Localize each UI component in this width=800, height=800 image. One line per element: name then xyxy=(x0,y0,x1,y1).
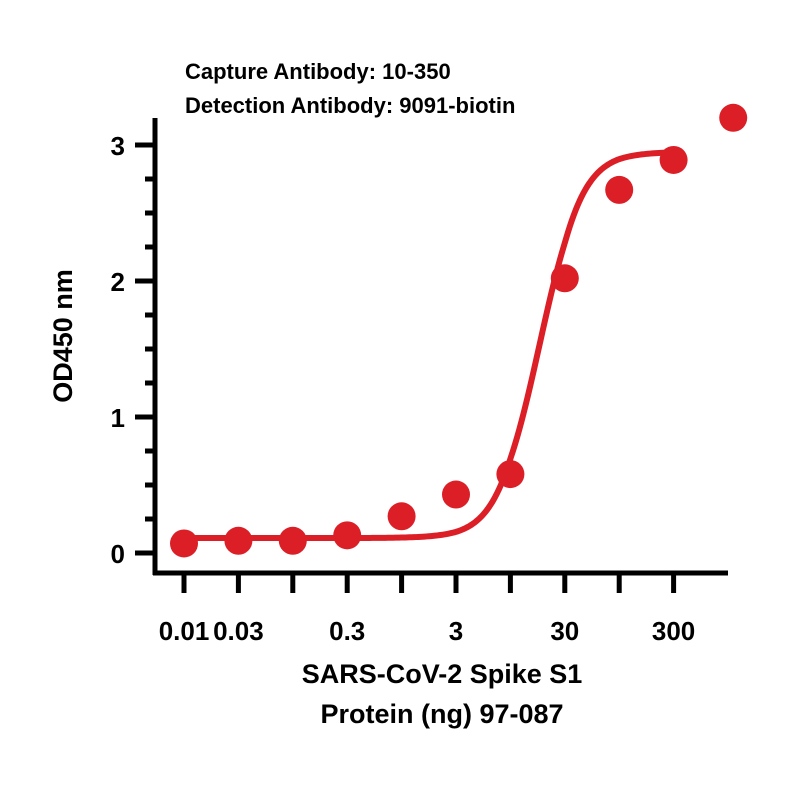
data-point xyxy=(333,521,362,550)
y-tick-label: 0 xyxy=(111,539,125,569)
y-axis-label: OD450 nm xyxy=(48,269,78,403)
data-point xyxy=(278,526,307,555)
data-point xyxy=(659,145,688,174)
x-tick-label: 30 xyxy=(550,616,579,646)
x-tick-label: 0.03 xyxy=(213,616,264,646)
data-point xyxy=(719,103,748,132)
x-tick-label: 0.3 xyxy=(329,616,365,646)
data-point xyxy=(605,175,634,204)
data-point xyxy=(387,502,416,531)
data-point xyxy=(442,480,470,509)
data-point xyxy=(496,460,525,489)
fit-curve xyxy=(181,149,677,542)
x-axis-label-line-1: SARS-CoV-2 Spike S1 xyxy=(302,659,583,689)
y-tick-label: 3 xyxy=(111,131,125,161)
y-tick-label: 1 xyxy=(111,403,125,433)
data-point xyxy=(550,264,579,293)
data-point xyxy=(224,526,253,555)
series-group xyxy=(170,103,748,558)
chart-title-line-1: Capture Antibody: 10-350 xyxy=(185,59,451,84)
y-tick-label: 2 xyxy=(111,267,125,297)
x-tick-label: 300 xyxy=(652,616,695,646)
chart-title-line-2: Detection Antibody: 9091-biotin xyxy=(185,93,515,118)
y-axis: 0 1 2 3 xyxy=(111,118,158,575)
x-tick-label: 0.01 xyxy=(159,616,210,646)
x-axis-label-line-2: Protein (ng) 97-087 xyxy=(320,699,563,729)
x-tick-label: 3 xyxy=(449,616,463,646)
data-point xyxy=(170,529,198,558)
x-axis: 0.01 0.03 0.3 3 30 300 xyxy=(153,570,728,646)
